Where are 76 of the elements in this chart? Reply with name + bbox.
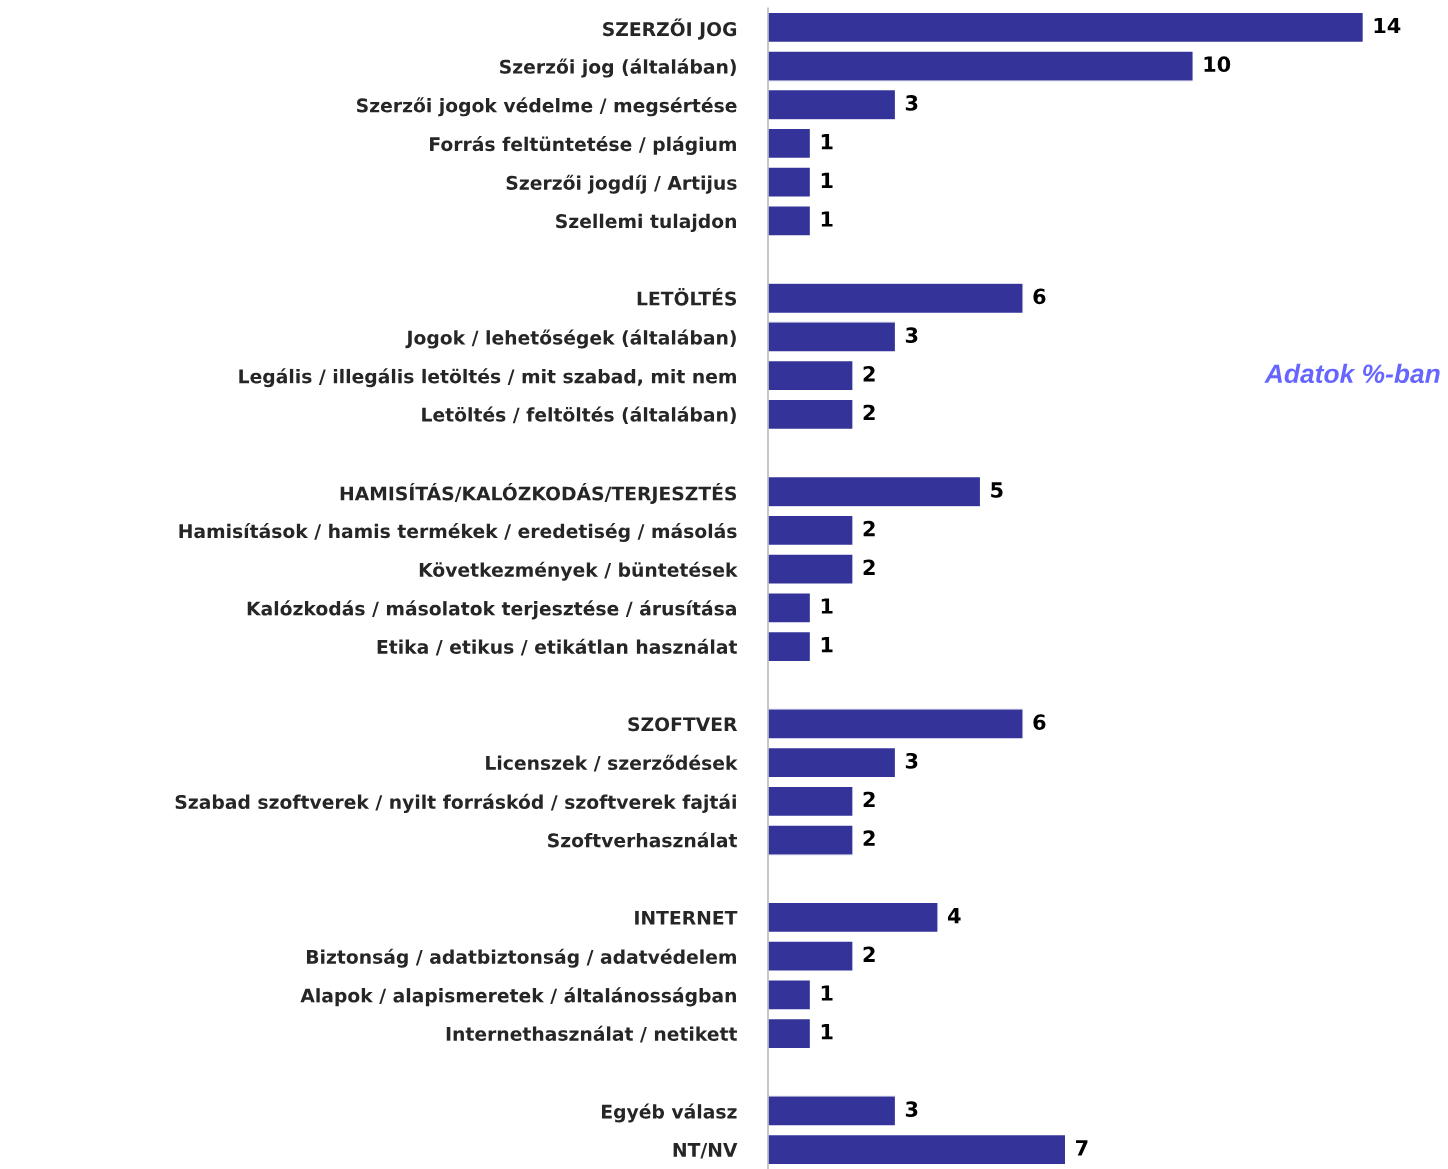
data-label: 3 xyxy=(905,1101,918,1117)
bar xyxy=(768,166,812,198)
data-label: 1 xyxy=(821,985,833,1001)
y-tick-label: SZOFTVER xyxy=(628,717,738,732)
y-tick-label: NT/NV xyxy=(673,1143,738,1159)
bar xyxy=(768,940,854,972)
bar xyxy=(768,127,812,160)
bar xyxy=(768,746,897,779)
bar xyxy=(768,1095,897,1127)
y-tick-label: Legális / illegális letöltés / mit szabad, mit nem xyxy=(239,368,736,388)
y-tick-label: Egyéb válasz xyxy=(602,1103,737,1123)
bar xyxy=(768,824,854,856)
data-label: 1 xyxy=(821,172,833,188)
y-tick-label: Alapok / alapismeretek / általánosságban xyxy=(300,987,736,1007)
data-label: 2 xyxy=(863,365,875,382)
bar xyxy=(768,785,854,818)
bar xyxy=(768,1017,812,1050)
y-tick-label: Szabad szoftverek / nyilt forráskód / szoftverek fajtái xyxy=(175,793,736,813)
data-label: 3 xyxy=(905,327,918,343)
y-tick-label: INTERNET xyxy=(635,910,738,925)
y-tick-label: Hamisítások / hamis termékek / eredetiség / másolás xyxy=(179,522,737,542)
y-tick-label: Internethasználat / netikett xyxy=(446,1025,738,1043)
y-tick-label: SZERZŐI JOG xyxy=(603,18,737,40)
bar xyxy=(768,321,897,353)
y-tick-label: Biztonság / adatbiztonság / adatvédelem xyxy=(306,948,736,968)
y-tick-label: Kalózkodás / másolatok terjesztése / árusítása xyxy=(247,600,736,620)
data-label: 10 xyxy=(1204,56,1231,73)
bar xyxy=(768,592,812,624)
data-label: 2 xyxy=(863,404,875,421)
bar xyxy=(768,979,812,1011)
data-label: 2 xyxy=(863,946,875,962)
data-label: 3 xyxy=(905,95,918,111)
data-label: 1 xyxy=(821,1024,833,1040)
bar xyxy=(768,398,854,431)
data-label: 1 xyxy=(821,134,833,150)
data-label: 14 xyxy=(1374,17,1401,34)
bar xyxy=(768,205,812,237)
bar xyxy=(768,553,854,585)
data-label: 5 xyxy=(991,482,1003,498)
y-tick-label: Etika / etikus / etikátlan használat xyxy=(377,638,738,656)
data-label: 4 xyxy=(947,908,961,924)
bar xyxy=(768,359,854,392)
data-label: 1 xyxy=(821,637,833,653)
bar xyxy=(768,1133,1067,1166)
data-label: 6 xyxy=(1033,714,1046,730)
data-label: 2 xyxy=(863,830,875,846)
bar xyxy=(768,88,897,121)
y-tick-label: Letöltés / feltöltés (általában) xyxy=(422,406,736,424)
bar xyxy=(768,475,982,508)
bar xyxy=(768,514,854,547)
data-label: 2 xyxy=(863,520,875,537)
data-label: 6 xyxy=(1033,288,1046,305)
y-tick-label: Szerzői jog (általában) xyxy=(500,58,736,78)
y-tick-label: Szerzői jogok védelme / megsértése xyxy=(357,97,737,117)
data-label: 3 xyxy=(905,752,918,769)
data-label: 1 xyxy=(821,211,833,227)
y-tick-label: Jogok / lehetőségek (általában) xyxy=(405,329,736,349)
y-tick-label: Forrás feltüntetése / plágium xyxy=(430,135,736,155)
bar xyxy=(768,282,1024,315)
y-tick-label: Licenszek / szerződések xyxy=(486,754,738,772)
y-tick-label: Következmények / büntetések xyxy=(419,561,738,581)
bar xyxy=(768,50,1194,82)
bar xyxy=(768,901,939,934)
y-tick-label: HAMISÍTÁS/KALÓZKODÁS/TERJESZTÉS xyxy=(340,483,737,505)
data-label: 7 xyxy=(1076,1140,1088,1156)
data-label: 2 xyxy=(863,791,875,808)
y-tick-label: LETÖLTÉS xyxy=(637,288,737,306)
y-tick-label: Szellemi tulajdon xyxy=(556,213,736,233)
bar xyxy=(768,708,1024,740)
bar xyxy=(768,630,812,663)
y-tick-label: Szoftverhasználat xyxy=(548,832,738,848)
y-tick-label: Szerzői jogdíj / Artijus xyxy=(506,174,737,194)
bar xyxy=(768,11,1365,44)
annotation: Adatok %-ban xyxy=(1264,363,1440,384)
data-label: 1 xyxy=(821,598,833,614)
data-label: 2 xyxy=(863,559,875,575)
